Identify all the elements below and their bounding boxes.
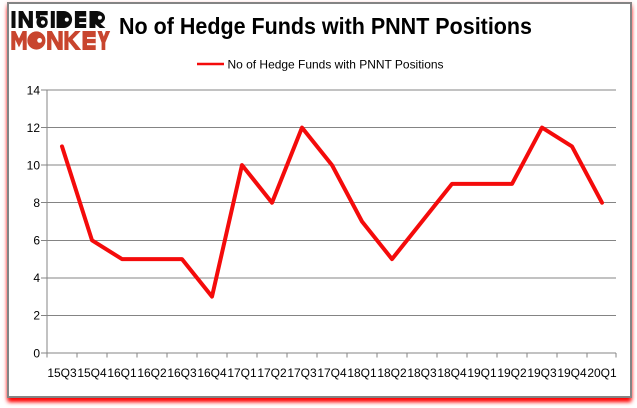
svg-text:17Q3: 17Q3 bbox=[287, 366, 317, 380]
svg-text:18Q3: 18Q3 bbox=[407, 366, 437, 380]
svg-text:No of Hedge Funds with PNNT Po: No of Hedge Funds with PNNT Positions bbox=[119, 13, 532, 39]
svg-text:17Q4: 17Q4 bbox=[317, 366, 347, 380]
svg-text:18Q2: 18Q2 bbox=[377, 366, 407, 380]
svg-text:16Q1: 16Q1 bbox=[107, 366, 137, 380]
svg-text:19Q3: 19Q3 bbox=[527, 366, 557, 380]
svg-text:4: 4 bbox=[33, 271, 40, 285]
svg-text:10: 10 bbox=[27, 158, 41, 172]
svg-text:0: 0 bbox=[33, 346, 40, 360]
svg-text:17Q2: 17Q2 bbox=[257, 366, 287, 380]
svg-text:19Q1: 19Q1 bbox=[467, 366, 497, 380]
svg-text:15Q3: 15Q3 bbox=[47, 366, 77, 380]
svg-text:2: 2 bbox=[33, 309, 40, 323]
svg-text:18Q1: 18Q1 bbox=[347, 366, 377, 380]
svg-text:19Q2: 19Q2 bbox=[497, 366, 527, 380]
svg-text:12: 12 bbox=[27, 121, 41, 135]
svg-text:16Q2: 16Q2 bbox=[137, 366, 167, 380]
svg-text:8: 8 bbox=[33, 196, 40, 210]
svg-text:15Q4: 15Q4 bbox=[77, 366, 107, 380]
svg-text:17Q1: 17Q1 bbox=[227, 366, 257, 380]
svg-text:16Q3: 16Q3 bbox=[167, 366, 197, 380]
svg-text:14: 14 bbox=[27, 83, 41, 97]
svg-text:18Q4: 18Q4 bbox=[437, 366, 467, 380]
svg-text:No of Hedge Funds with PNNT Po: No of Hedge Funds with PNNT Positions bbox=[228, 58, 444, 72]
svg-text:6: 6 bbox=[33, 234, 40, 248]
svg-text:20Q1: 20Q1 bbox=[587, 366, 617, 380]
svg-text:16Q4: 16Q4 bbox=[197, 366, 227, 380]
svg-text:19Q4: 19Q4 bbox=[557, 366, 587, 380]
